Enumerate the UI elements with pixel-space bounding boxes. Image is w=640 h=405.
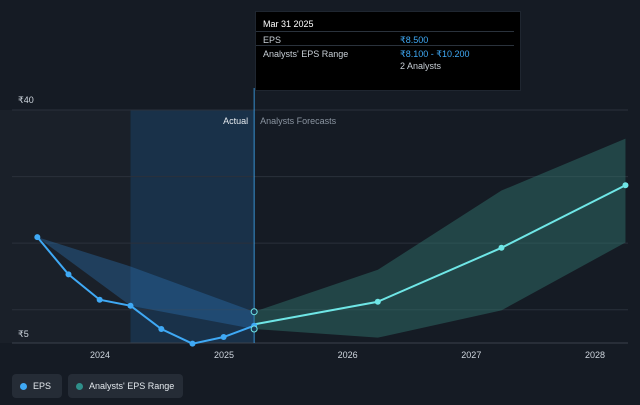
tooltip-eps-value: ₹8.500 xyxy=(400,35,429,45)
tooltip-eps-row: EPS ₹8.500 xyxy=(256,31,514,46)
y-tick-label-bottom: ₹5 xyxy=(18,329,29,339)
tooltip-range-value: ₹8.100 - ₹10.200 xyxy=(400,49,470,59)
eps-point xyxy=(34,234,41,241)
eps-actual-line xyxy=(36,236,255,345)
tooltip-date: Mar 31 2025 xyxy=(263,19,314,29)
y-tick-label-top: ₹40 xyxy=(18,95,34,105)
range-legend-dot-icon xyxy=(76,382,83,390)
x-tick-label: 2028 xyxy=(585,350,605,360)
tooltip-eps-label: EPS xyxy=(263,35,282,45)
tooltip-range-label: Analysts' EPS Range xyxy=(263,49,349,59)
forecast-label: Analysts Forecasts xyxy=(260,116,337,126)
actual-label: Actual xyxy=(223,116,248,126)
eps-point xyxy=(127,302,134,309)
legend-range-label: Analysts' EPS Range xyxy=(89,381,175,391)
forecast-point xyxy=(374,298,381,305)
tooltip: Mar 31 2025 EPS ₹8.500 Analysts' EPS Ran… xyxy=(255,11,521,91)
range-layer xyxy=(37,138,626,338)
actual-period-band xyxy=(130,110,255,343)
forecast-point xyxy=(622,182,629,189)
eps-point xyxy=(158,326,165,333)
eps-point xyxy=(65,271,72,278)
legend-range-button[interactable]: Analysts' EPS Range xyxy=(68,374,183,398)
x-tick-label: 2024 xyxy=(90,350,110,360)
x-tick-label: 2026 xyxy=(338,350,358,360)
tooltip-analysts-count: 2 Analysts xyxy=(400,61,442,71)
line-layer xyxy=(34,182,629,347)
range-high-marker xyxy=(250,308,258,316)
x-tick-label: 2025 xyxy=(214,350,234,360)
forecast-point xyxy=(498,244,505,251)
eps-point xyxy=(96,296,103,303)
chart-background-layer xyxy=(0,110,255,343)
legend-eps-button[interactable]: EPS xyxy=(12,374,62,398)
text-layer: 2024 2025 2026 2027 2028 Actual Analysts Forec… xyxy=(90,116,605,360)
range-band-past xyxy=(37,237,255,330)
range-low-marker xyxy=(250,325,258,333)
past-shade xyxy=(0,110,131,343)
legend-eps-label: EPS xyxy=(33,381,52,391)
eps-legend-dot-icon xyxy=(20,382,27,390)
eps-point xyxy=(220,334,227,341)
range-band-forecast xyxy=(254,138,626,338)
x-tick-label: 2027 xyxy=(461,350,481,360)
eps-forecast-line xyxy=(253,184,626,326)
tooltip-range-row: Analysts' EPS Range ₹8.100 - ₹10.200 xyxy=(256,45,514,60)
eps-point xyxy=(189,340,196,347)
